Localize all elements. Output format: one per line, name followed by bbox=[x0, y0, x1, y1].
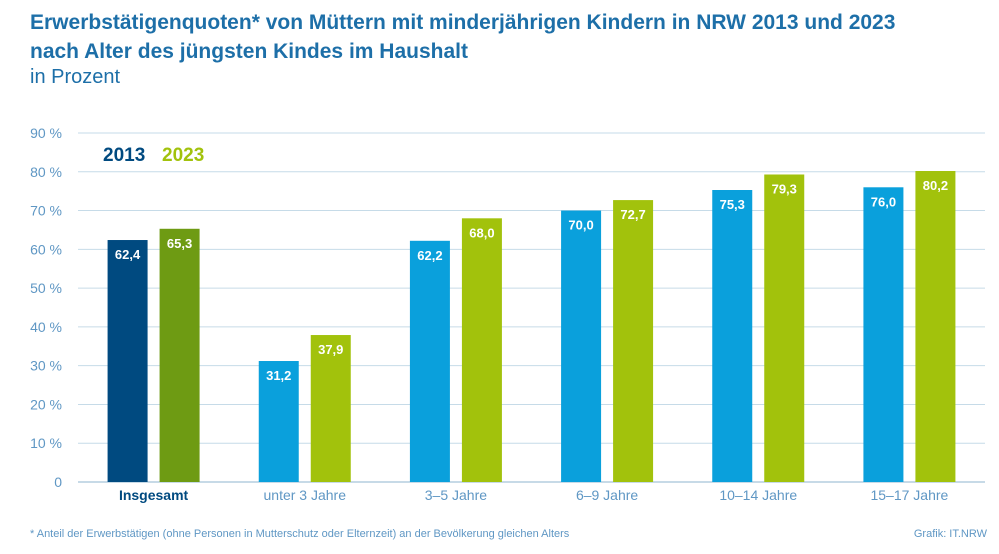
data-label: 72,7 bbox=[620, 207, 645, 222]
data-label: 31,2 bbox=[266, 368, 291, 383]
data-label: 62,4 bbox=[115, 247, 141, 262]
x-tick-label: 10–14 Jahre bbox=[719, 487, 797, 503]
bar bbox=[863, 187, 904, 483]
y-tick-label: 0 bbox=[54, 474, 62, 490]
x-tick-label: unter 3 Jahre bbox=[264, 487, 347, 503]
y-tick-label: 70 % bbox=[30, 203, 62, 219]
data-label: 79,3 bbox=[772, 181, 797, 196]
y-tick-label: 80 % bbox=[30, 164, 62, 180]
y-tick-label: 20 % bbox=[30, 396, 62, 412]
data-label: 76,0 bbox=[871, 194, 896, 209]
bar bbox=[409, 240, 450, 482]
bar bbox=[764, 174, 805, 482]
bar-chart: 0 10 % 20 % 30 % 40 % 50 % 60 % 70 % 80 % 90 % 62,… bbox=[30, 125, 985, 503]
footnote: * Anteil der Erwerbstätigen (ohne Person… bbox=[30, 528, 570, 540]
data-label: 70,0 bbox=[568, 218, 593, 233]
x-tick-label: 3–5 Jahre bbox=[425, 487, 487, 503]
chart-title: Erwerbstätigenquoten* von Müttern mit mi… bbox=[30, 8, 990, 66]
y-tick-label: 10 % bbox=[30, 435, 62, 451]
bar bbox=[310, 335, 351, 482]
bar bbox=[258, 361, 299, 482]
data-label: 65,3 bbox=[167, 236, 192, 251]
data-label: 68,0 bbox=[469, 225, 494, 240]
bar bbox=[461, 218, 502, 483]
data-label: 37,9 bbox=[318, 342, 343, 357]
chart-title-line2: nach Alter des jüngsten Kindes im Hausha… bbox=[30, 40, 468, 63]
x-tick-label: Insgesamt bbox=[119, 487, 189, 503]
legend-item-2013: 2013 bbox=[103, 145, 145, 166]
y-tick-label: 50 % bbox=[30, 280, 62, 296]
data-label: 62,2 bbox=[417, 248, 442, 263]
y-tick-label: 40 % bbox=[30, 319, 62, 335]
y-tick-label: 30 % bbox=[30, 358, 62, 374]
chart-title-line1: Erwerbstätigenquoten* von Müttern mit mi… bbox=[30, 11, 896, 34]
y-tick-label: 90 % bbox=[30, 125, 62, 141]
bar bbox=[613, 200, 654, 482]
x-tick-label: 15–17 Jahre bbox=[870, 487, 948, 503]
bar bbox=[561, 210, 602, 483]
bar bbox=[915, 171, 956, 482]
bar bbox=[107, 240, 148, 482]
source-credit: Grafik: IT.NRW bbox=[913, 528, 987, 540]
chart-subtitle: in Prozent bbox=[30, 66, 121, 88]
x-tick-label: 6–9 Jahre bbox=[576, 487, 638, 503]
data-label: 80,2 bbox=[923, 178, 948, 193]
data-label: 75,3 bbox=[720, 197, 745, 212]
bar bbox=[712, 190, 753, 482]
legend-item-2023: 2023 bbox=[162, 145, 204, 166]
bar bbox=[159, 228, 200, 482]
y-tick-label: 60 % bbox=[30, 241, 62, 257]
